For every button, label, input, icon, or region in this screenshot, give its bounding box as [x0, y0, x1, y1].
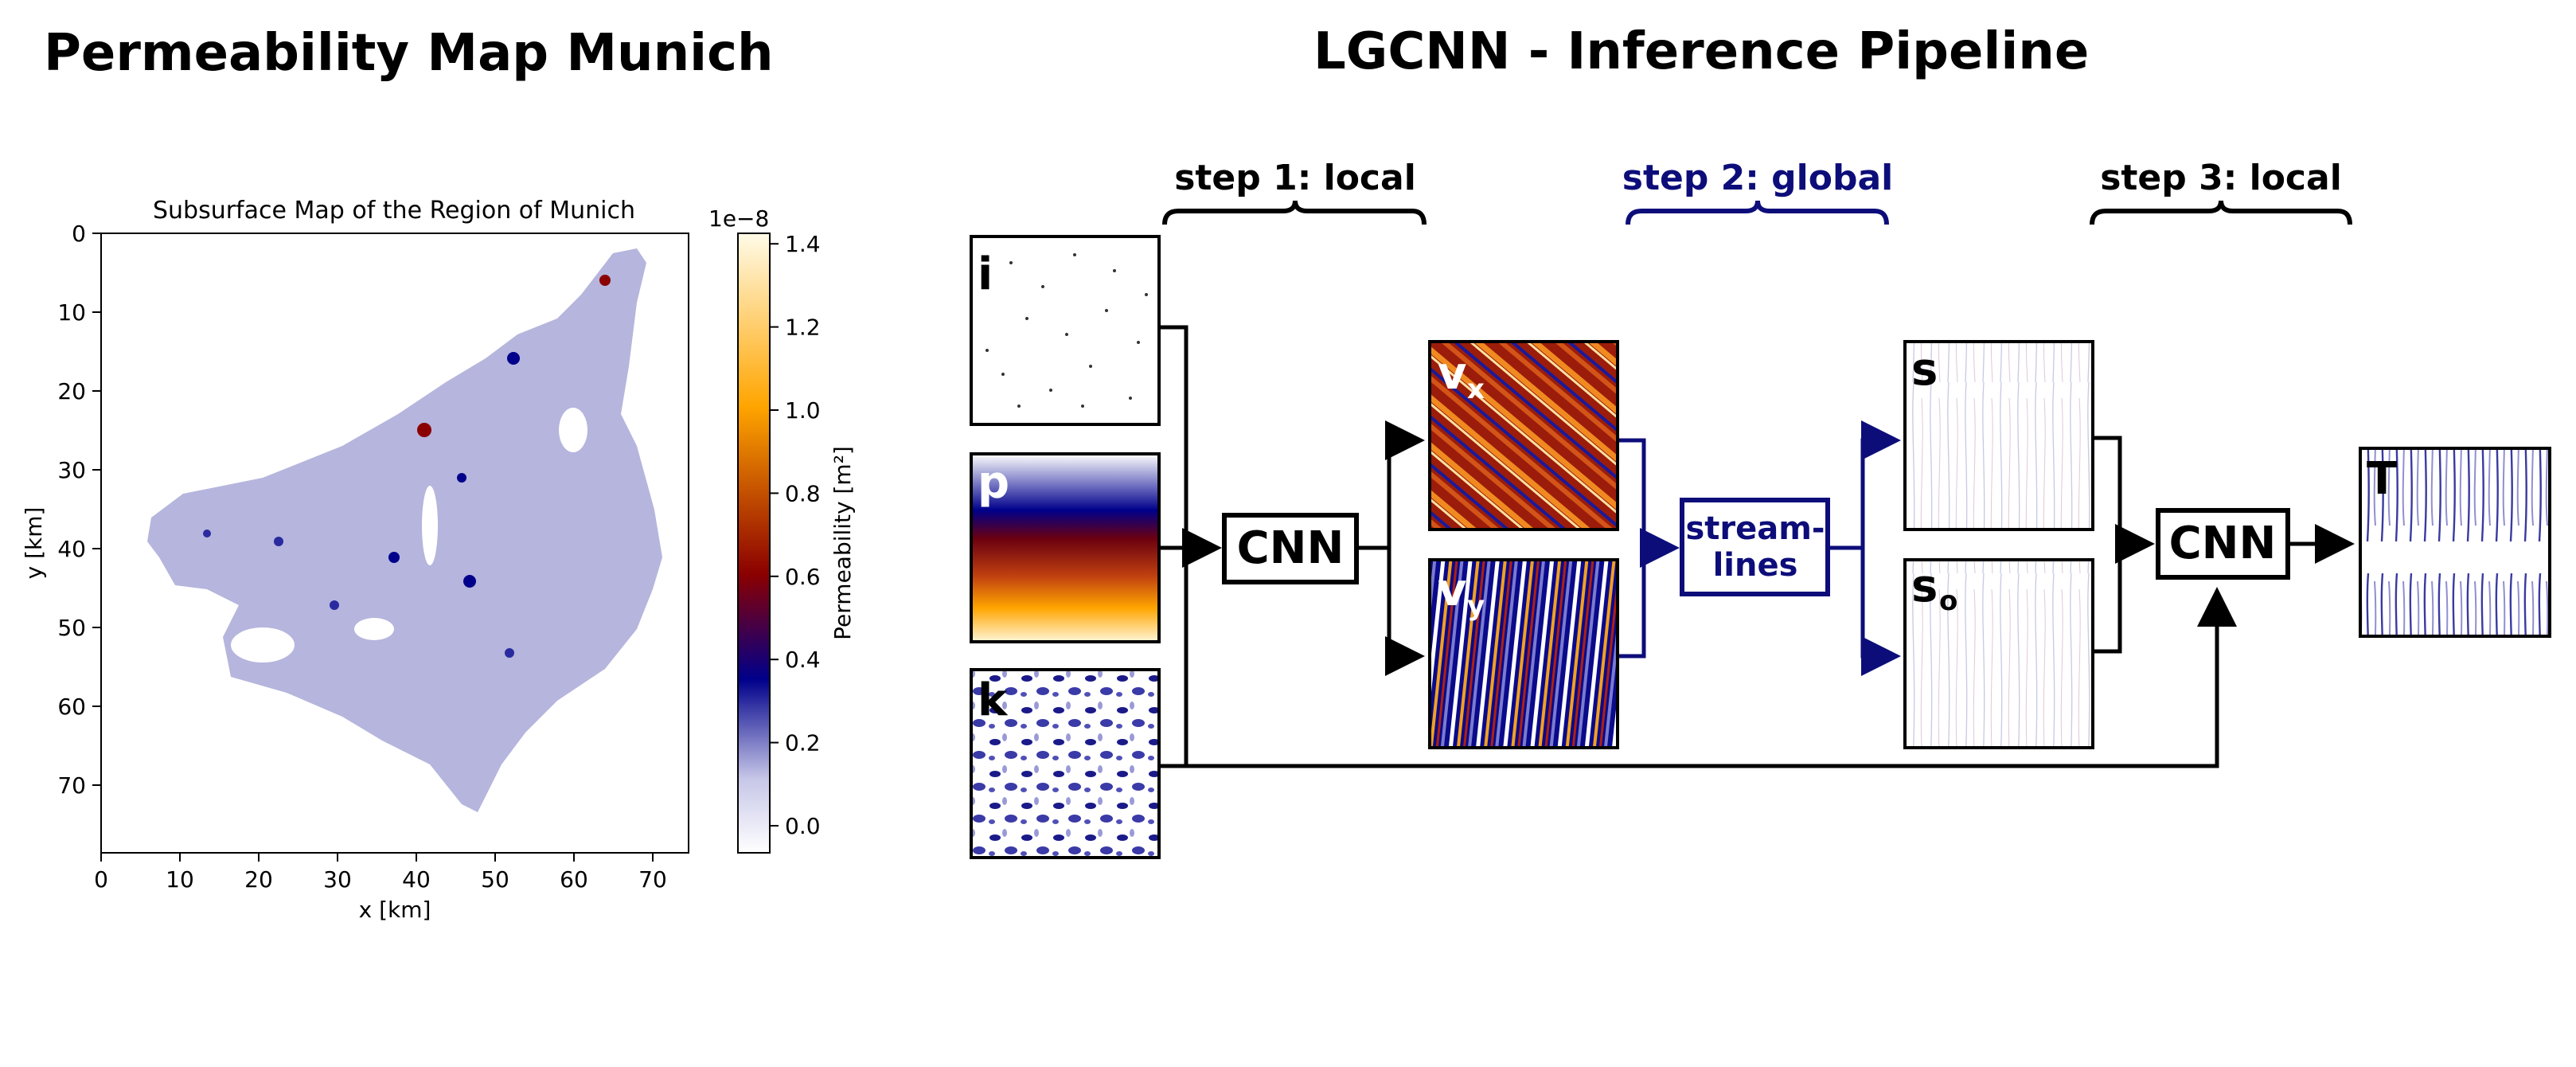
colorbar-exponent: 1e−8 [708, 205, 769, 232]
step-2-header: step 2: global [1622, 158, 1893, 225]
step-2-brace [1626, 200, 1889, 225]
step-3-connectors [2094, 436, 2355, 654]
so-label: s [1911, 561, 1938, 612]
map-x-tick-label: 40 [402, 866, 431, 893]
s-panel: s [1903, 340, 2094, 531]
left-panel-title: Permeability Map Munich [44, 24, 774, 83]
map-y-tick-label: 30 [57, 457, 86, 483]
step-1-brace [1162, 200, 1427, 225]
global-connectors [1619, 420, 1901, 676]
cnn-2-label: CNN [2169, 518, 2277, 569]
map-x-tick-label: 0 [94, 866, 108, 893]
step-3-brace [2090, 200, 2352, 225]
vx-label: v [1438, 348, 1467, 400]
input-p-panel: p [970, 452, 1161, 643]
colorbar-ticks: 0.0 0.2 0.4 0.6 0.8 1.0 1.2 1.4 [770, 231, 821, 839]
colorbar-label: Permeability [m²] [829, 446, 856, 640]
vy-label: v [1438, 565, 1467, 616]
map-title: Subsurface Map of the Region of Munich [153, 197, 635, 225]
output-t-label: T [2367, 453, 2397, 505]
map-x-axis-label: x [km] [359, 897, 431, 923]
map-y-tick-label: 70 [57, 772, 86, 799]
map-y-tick-label: 0 [72, 221, 86, 247]
step-1-header: step 1: local [1162, 158, 1427, 225]
map-x-tick-label: 60 [560, 866, 588, 893]
colorbar-tick-label: 0.6 [785, 564, 821, 590]
map-x-tick-label: 50 [481, 866, 509, 893]
map-x-axis-ticks: 0 10 20 30 40 50 60 70 [94, 853, 667, 893]
output-t-panel: T [2359, 447, 2551, 638]
map-x-tick-label: 10 [166, 866, 194, 893]
input-i-panel: i [970, 235, 1161, 426]
permeability-colorbar: 1e−8 0.0 0.2 0.4 0.6 0.8 1.0 1.2 1.4 Permeabili… [708, 205, 856, 854]
input-connectors [1161, 325, 2237, 768]
injection-points [986, 253, 1148, 408]
colorbar-gradient [737, 233, 771, 854]
vx-panel: v x [1428, 340, 1619, 531]
pipeline-title: LGCNN - Inference Pipeline [1313, 22, 2090, 81]
map-y-tick-label: 50 [57, 615, 86, 641]
cnn-2-box: CNN [2156, 508, 2290, 580]
input-k-label: k [978, 674, 1009, 726]
cnn-1-outputs [1356, 420, 1425, 676]
map-x-tick-label: 30 [323, 866, 352, 893]
colorbar-tick-label: 1.2 [785, 315, 821, 341]
cnn-1-label: CNN [1237, 522, 1345, 574]
so-subscript: o [1939, 585, 1957, 617]
map-y-axis-label: y [km] [21, 507, 47, 580]
step-3-header: step 3: local [2090, 158, 2352, 225]
step-1-label: step 1: local [1174, 158, 1416, 198]
input-p-label: p [978, 457, 1009, 509]
map-x-tick-label: 70 [638, 866, 667, 893]
map-y-tick-label: 10 [57, 299, 86, 326]
map-hotspots [203, 275, 611, 658]
vx-subscript: x [1467, 373, 1485, 405]
input-i-label: i [978, 248, 993, 300]
vy-subscript: y [1467, 590, 1485, 622]
cnn-1-box: CNN [1222, 513, 1359, 584]
step-3-label: step 3: local [2100, 158, 2342, 198]
colorbar-tick-label: 1.4 [785, 231, 821, 257]
map-y-tick-label: 40 [57, 536, 86, 562]
input-k-panel: k [970, 668, 1161, 859]
step-2-label: step 2: global [1622, 158, 1893, 198]
munich-region-shape [147, 248, 662, 812]
map-y-tick-label: 60 [57, 694, 86, 720]
map-x-tick-label: 20 [244, 866, 273, 893]
colorbar-tick-label: 0.8 [785, 480, 821, 506]
streamlines-label-line-2: lines [1713, 547, 1798, 584]
map-y-axis-ticks: 0 10 20 30 40 50 60 70 [57, 221, 101, 799]
vy-panel: v y [1428, 558, 1619, 749]
colorbar-tick-label: 0.4 [785, 647, 821, 673]
munich-map: Subsurface Map of the Region of Munich 0… [21, 197, 689, 923]
map-y-tick-label: 20 [57, 378, 86, 405]
streamlines-box: stream- lines [1680, 498, 1830, 596]
s-label: s [1911, 344, 1938, 396]
colorbar-tick-label: 1.0 [785, 397, 821, 424]
map-gaps [231, 408, 587, 662]
streamlines-label-line-1: stream- [1685, 510, 1825, 547]
so-panel: s o [1903, 558, 2094, 749]
colorbar-tick-label: 0.0 [785, 813, 821, 839]
colorbar-tick-label: 0.2 [785, 730, 821, 756]
